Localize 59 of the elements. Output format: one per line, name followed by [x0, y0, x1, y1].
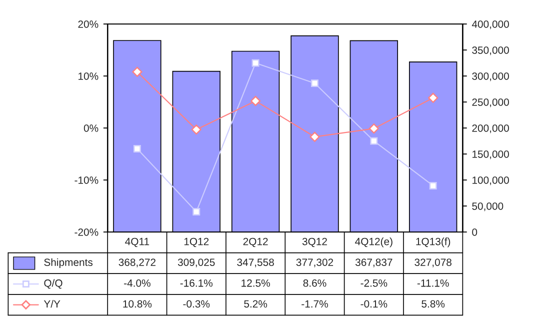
- data-label: -16.1%: [180, 279, 213, 287]
- y2-tick-label: 400,000: [472, 20, 509, 30]
- point: [370, 137, 378, 145]
- data-label: -0.1%: [360, 300, 388, 308]
- y-tick-label: 10%: [78, 72, 98, 80]
- data-label: -11.1%: [417, 279, 449, 287]
- y2-tick-label: 0: [472, 228, 478, 236]
- data-label: -1.7%: [302, 300, 328, 308]
- y2-tick-label: 300,000: [472, 72, 509, 82]
- bar: [350, 40, 398, 232]
- bar: [231, 50, 280, 232]
- bar: [409, 62, 458, 232]
- point: [133, 145, 141, 153]
- point: [252, 59, 260, 67]
- legend-label: Shipments: [44, 258, 93, 268]
- data-label: -0.3%: [183, 300, 210, 308]
- point: [132, 66, 142, 77]
- point: [428, 92, 438, 103]
- data-label: 347,558: [237, 258, 274, 268]
- data-label: 368,272: [118, 258, 156, 268]
- point: [368, 123, 379, 134]
- data-label: 367,837: [355, 258, 392, 268]
- x-tick-label: 4Q12(e): [355, 238, 392, 248]
- point: [310, 80, 318, 88]
- data-label: -4.0%: [124, 279, 150, 287]
- data-label: 5.8%: [422, 300, 445, 308]
- x-tick-label: 2Q12: [243, 238, 268, 248]
- y-tick-label: -20%: [74, 228, 98, 236]
- data-label: -2.5%: [360, 279, 388, 287]
- legend-label: Q/Q: [44, 279, 62, 289]
- x-tick-label: 3Q12: [302, 238, 327, 248]
- data-label: 377,302: [296, 258, 334, 268]
- bar: [113, 40, 162, 232]
- point: [192, 208, 200, 216]
- y2-tick-label: 150,000: [472, 150, 509, 160]
- legend-label: Y/Y: [44, 300, 60, 308]
- data-label: 10.8%: [123, 300, 152, 308]
- x-tick-label: 1Q13(f): [416, 238, 450, 248]
- y2-tick-label: 200,000: [472, 124, 509, 134]
- bar: [172, 70, 220, 232]
- point: [310, 132, 320, 142]
- y-tick-label: -10%: [74, 176, 98, 184]
- y-tick-label: 0%: [84, 124, 98, 132]
- x-tick-label: 1Q12: [184, 238, 209, 248]
- data-label: 327,078: [414, 258, 452, 268]
- point: [429, 182, 437, 190]
- y2-tick-label: 350,000: [472, 46, 509, 56]
- point: [250, 96, 261, 106]
- y-tick-label: 20%: [78, 20, 98, 28]
- data-label: 309,025: [178, 258, 215, 268]
- data-label: 8.6%: [303, 279, 326, 287]
- bar: [290, 35, 339, 232]
- data-label: 5.2%: [244, 300, 268, 308]
- y2-tick-label: 50,000: [472, 202, 504, 212]
- y2-tick-label: 250,000: [472, 98, 509, 108]
- point: [191, 124, 202, 135]
- y2-tick-label: 100,000: [472, 176, 509, 186]
- x-tick-label: 4Q11: [125, 238, 150, 248]
- data-label: 12.5%: [242, 279, 270, 287]
